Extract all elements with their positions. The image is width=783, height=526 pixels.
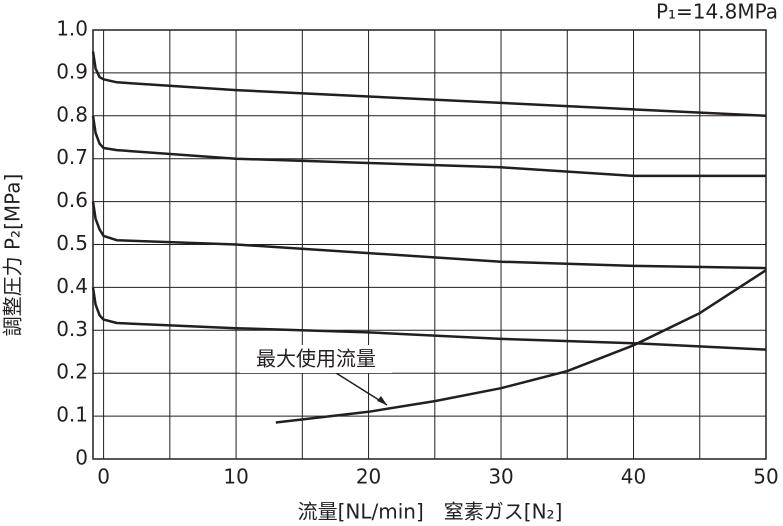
y-tick-label: 0.3 (56, 317, 88, 341)
y-tick-label: 0.4 (56, 274, 88, 298)
y-tick-label: 0.7 (56, 145, 88, 169)
x-tick-label: 0 (97, 465, 110, 489)
annotation-bg (240, 345, 392, 373)
y-tick-label: 0 (75, 446, 88, 470)
curve (275, 269, 767, 424)
y-tick-label: 0.1 (56, 403, 88, 427)
y-tick-label: 0.2 (56, 360, 88, 384)
x-tick-label: 20 (356, 465, 381, 489)
annotation-arrow (377, 396, 387, 405)
x-tick-label: 40 (621, 465, 646, 489)
curve (91, 201, 767, 270)
y-tick-label: 0.5 (56, 231, 88, 255)
x-tick-label: 50 (753, 465, 778, 489)
x-axis-label: 流量[NL/min] 窒素ガス[N₂] (298, 500, 563, 524)
pressure-label: P₁=14.8MPa (656, 0, 778, 24)
curve (91, 287, 767, 351)
curve (91, 115, 766, 178)
x-tick-label: 30 (488, 465, 513, 489)
y-axis-label: 調整圧力 P₂[MPa] (1, 174, 25, 337)
x-tick-label: 10 (223, 465, 248, 489)
y-tick-label: 1.0 (56, 17, 88, 41)
curve (91, 51, 767, 118)
y-tick-label: 0.8 (56, 102, 88, 126)
annotation: 最大使用流量 (256, 347, 376, 371)
y-tick-label: 0.9 (56, 59, 88, 83)
y-tick-label: 0.6 (56, 188, 88, 212)
